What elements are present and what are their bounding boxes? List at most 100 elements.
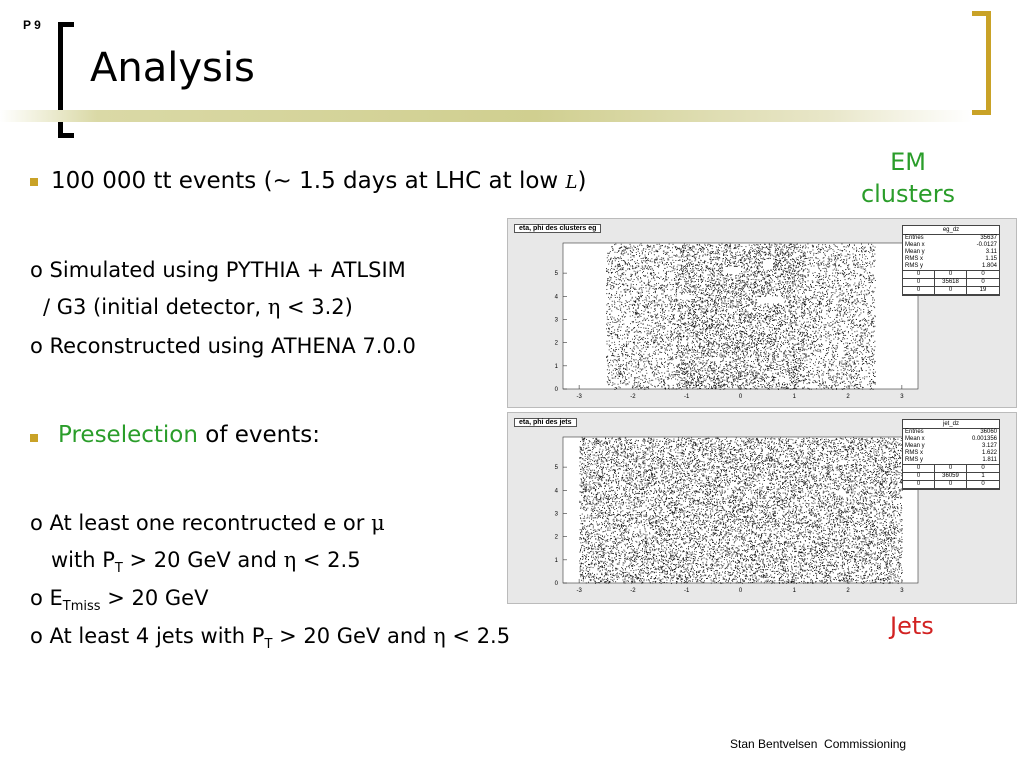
stats-box: eg_dz Entries 35637 Mean x -0.0127 Mean y 3.1… (902, 225, 1000, 296)
stats-title: jet_dz (903, 420, 999, 429)
eta-symbol: η (433, 624, 446, 648)
stats-row: Entries 36060 (903, 429, 999, 436)
luminosity-symbol: L (566, 172, 578, 193)
y-tick-label: 3 (555, 511, 559, 517)
pt-subscript: T (115, 561, 123, 576)
y-tick-label: 2 (555, 341, 559, 347)
left-bracket-decoration (58, 22, 74, 138)
criterion-lepton: o At least one recontructed e or μ (30, 511, 385, 535)
y-tick-label: 2 (555, 535, 559, 541)
y-tick-label: 5 (555, 271, 559, 277)
y-tick-label: 4 (555, 488, 559, 494)
eta-symbol: η (268, 295, 281, 319)
x-tick-label: -3 (576, 588, 582, 594)
stats-row: Entries 35637 (903, 235, 999, 242)
stats-grid-cell: 0 (903, 279, 935, 287)
eta-symbol: η (284, 548, 297, 572)
preselection-text: Preselection (58, 422, 198, 448)
bullet-preselection: Preselection of events: (58, 422, 320, 448)
stats-row: Mean x -0.0127 (903, 242, 999, 249)
cut-text-end: < 2.5 (296, 548, 361, 572)
stats-grid-cell: 0 (903, 465, 935, 473)
events-text-end: ) (577, 168, 586, 194)
plot-title: eta, phi des jets (514, 418, 577, 427)
em-clusters-scatter: -3 -2 -1 0 1 2 3 0 1 2 3 4 5 (555, 242, 919, 400)
x-tick-label: 3 (900, 394, 904, 400)
x-tick-label: -1 (684, 588, 690, 594)
stats-grid-cell: 0 (903, 473, 935, 481)
stats-grid-cell: 0 (935, 271, 967, 279)
x-tick-label: 3 (900, 588, 904, 594)
plot-title: eta, phi des clusters eg (514, 224, 602, 233)
criterion-lepton-text: o At least one recontructed e or (30, 511, 371, 535)
x-tick-label: 1 (793, 588, 797, 594)
criterion-jets: o At least 4 jets with PT > 20 GeV and η… (30, 624, 510, 652)
y-tick-label: 0 (555, 387, 559, 393)
sim2-text-end: < 3.2) (280, 295, 353, 319)
stats-rows: Entries 36060 Mean x 0.001356 Mean y 3.127 RMS… (903, 429, 999, 464)
jets-scatter: -3 -2 -1 0 1 2 3 0 1 2 3 4 5 (555, 436, 919, 594)
scatter-points (579, 437, 903, 584)
stats-row: RMS y 1.804 (903, 263, 999, 270)
em-clusters-plot: eta, phi des clusters eg -3 -2 -1 0 1 2 3 0 1 2 3 4… (507, 218, 1017, 408)
bullet-square-icon (30, 178, 38, 186)
stats-grid-cell: 36059 (935, 473, 967, 481)
criterion-met: o ETmiss > 20 GeV (30, 586, 208, 614)
jets-plot: eta, phi des jets -3 -2 -1 0 1 2 3 0 1 2 3 4 5 jet_d… (507, 412, 1017, 604)
stats-grid-cell: 35618 (935, 279, 967, 287)
stats-row: RMS y 1.811 (903, 457, 999, 464)
met-text: o E (30, 586, 63, 610)
jets-text: o At least 4 jets with P (30, 624, 264, 648)
stats-grid-cell: 0 (935, 465, 967, 473)
x-tick-label: 2 (846, 588, 850, 594)
preselection-rest: of events: (198, 422, 320, 448)
stats-row: Mean x 0.001356 (903, 436, 999, 443)
pt-text: with P (51, 548, 115, 572)
stats-grid-cell: 0 (967, 271, 999, 279)
stats-grid-cell: 0 (903, 481, 935, 489)
x-tick-label: 2 (846, 394, 850, 400)
criterion-lepton-cuts: with PT > 20 GeV and η < 2.5 (51, 548, 361, 576)
y-tick-label: 5 (555, 465, 559, 471)
met-cut: > 20 GeV (101, 586, 208, 610)
events-text: 100 000 tt events (~ 1.5 days at LHC at … (51, 168, 566, 194)
cut-text: > 20 GeV and (123, 548, 284, 572)
bullet-square-icon (30, 434, 38, 442)
stats-grid-cell: 0 (935, 481, 967, 489)
pt-subscript: T (264, 637, 272, 652)
page-number: P 9 (23, 18, 41, 32)
y-tick-label: 1 (555, 558, 559, 564)
stats-row: RMS x 1.15 (903, 256, 999, 263)
y-tick-label: 1 (555, 364, 559, 370)
x-tick-label: 0 (739, 588, 743, 594)
stats-grid-cell: 0 (967, 279, 999, 287)
stats-title: eg_dz (903, 226, 999, 235)
y-tick-label: 3 (555, 317, 559, 323)
stats-grid-cell: 1 (967, 473, 999, 481)
y-tick-label: 0 (555, 581, 559, 587)
jets-label: Jets (890, 612, 934, 640)
stats-grid: 0 0 0 0 35618 0 0 0 19 (903, 270, 999, 295)
x-tick-label: -2 (630, 588, 636, 594)
x-tick-label: -1 (684, 394, 690, 400)
stats-grid-cell: 0 (903, 287, 935, 295)
stats-rows: Entries 35637 Mean x -0.0127 Mean y 3.11 RMS x… (903, 235, 999, 270)
stats-grid-cell: 0 (967, 481, 999, 489)
stats-grid-cell: 0 (903, 271, 935, 279)
stats-grid-cell: 0 (967, 465, 999, 473)
footer-text: Stan Bentvelsen Commissioning (730, 737, 906, 751)
stats-grid-cell: 19 (967, 287, 999, 295)
title-underline-bar (0, 110, 972, 122)
y-tick-label: 4 (555, 294, 559, 300)
bullet-events: 100 000 tt events (~ 1.5 days at LHC at … (51, 168, 586, 194)
sim2-text: / G3 (initial detector, (43, 295, 268, 319)
stats-grid-cell: 0 (935, 287, 967, 295)
x-tick-label: -2 (630, 394, 636, 400)
x-tick-label: 1 (793, 394, 797, 400)
slide-title: Analysis (90, 45, 255, 91)
simulation-line-2: / G3 (initial detector, η < 3.2) (43, 295, 353, 319)
mu-symbol: μ (371, 511, 385, 535)
stats-row: RMS x 1.622 (903, 450, 999, 457)
met-subscript: Tmiss (63, 599, 101, 614)
cut-text: > 20 GeV and (272, 624, 433, 648)
